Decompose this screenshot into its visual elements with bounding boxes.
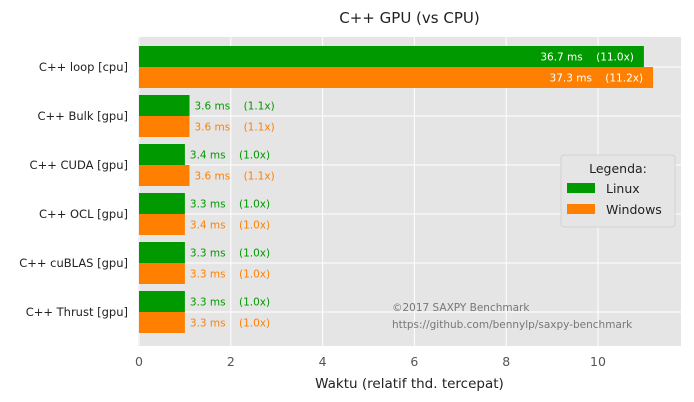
category-label-1: C++ Bulk [gpu] <box>37 109 128 123</box>
bar-label-windows-2: 3.6 ms (1.1x) <box>194 171 274 183</box>
category-label-2: C++ CUDA [gpu] <box>30 158 128 172</box>
legend-label-windows: Windows <box>606 202 662 217</box>
legend-title: Legenda: <box>589 161 647 176</box>
category-labels: C++ loop [cpu] C++ Bulk [gpu] C++ CUDA [gp… <box>19 60 128 319</box>
bar-label-windows-3: 3.4 ms (1.0x) <box>190 220 270 232</box>
x-tick-label-4: 8 <box>502 354 510 369</box>
chart-title: C++ GPU (vs CPU) <box>339 9 479 27</box>
x-tick-labels: 0 2 4 6 8 10 <box>135 354 606 369</box>
bar-label-linux-0: 36.7 ms (11.0x) <box>540 52 634 64</box>
bar-label-linux-4: 3.3 ms (1.0x) <box>190 248 270 260</box>
annotation-url: https://github.com/bennylp/saxpy-benchma… <box>392 319 633 331</box>
legend-swatch-windows <box>567 204 595 214</box>
bar-label-windows-5: 3.3 ms (1.0x) <box>190 318 270 330</box>
bar-windows-4 <box>139 263 185 284</box>
bar-label-windows-1: 3.6 ms (1.1x) <box>194 122 274 134</box>
bar-label-linux-2: 3.4 ms (1.0x) <box>190 150 270 162</box>
bar-linux-5 <box>139 291 185 312</box>
bar-linux-4 <box>139 242 185 263</box>
x-tick-label-0: 0 <box>135 354 143 369</box>
legend: Legenda: Linux Windows <box>560 154 676 228</box>
bar-linux-1 <box>139 95 190 116</box>
bar-label-linux-1: 3.6 ms (1.1x) <box>194 101 274 113</box>
bar-label-linux-5: 3.3 ms (1.0x) <box>190 297 270 309</box>
bar-label-linux-3: 3.3 ms (1.0x) <box>190 199 270 211</box>
category-label-5: C++ Thrust [gpu] <box>26 305 128 319</box>
bar-labels: 36.7 ms (11.0x) 37.3 ms (11.2x) 3.6 ms (1.… <box>190 52 643 330</box>
x-tick-label-2: 4 <box>319 354 327 369</box>
legend-swatch-linux <box>567 183 595 193</box>
bar-windows-1 <box>139 116 190 137</box>
bar-linux-3 <box>139 193 185 214</box>
bar-windows-2 <box>139 165 190 186</box>
x-tick-label-5: 10 <box>590 354 606 369</box>
x-axis-label: Waktu (relatif thd. tercepat) <box>315 376 504 392</box>
x-tick-label-3: 6 <box>410 354 418 369</box>
bar-linux-0 <box>139 46 644 67</box>
bar-label-windows-0: 37.3 ms (11.2x) <box>550 73 644 85</box>
category-label-4: C++ cuBLAS [gpu] <box>19 256 128 270</box>
bars <box>139 46 654 333</box>
bar-windows-3 <box>139 214 185 235</box>
x-tick-label-1: 2 <box>227 354 235 369</box>
bar-windows-0 <box>139 67 654 88</box>
bar-windows-5 <box>139 312 185 333</box>
category-label-0: C++ loop [cpu] <box>39 60 128 74</box>
legend-label-linux: Linux <box>606 181 640 196</box>
category-label-3: C++ OCL [gpu] <box>39 207 128 221</box>
bar-label-windows-4: 3.3 ms (1.0x) <box>190 269 270 281</box>
bar-linux-2 <box>139 144 185 165</box>
annotation-copyright: ©2017 SAXPY Benchmark <box>392 302 530 314</box>
